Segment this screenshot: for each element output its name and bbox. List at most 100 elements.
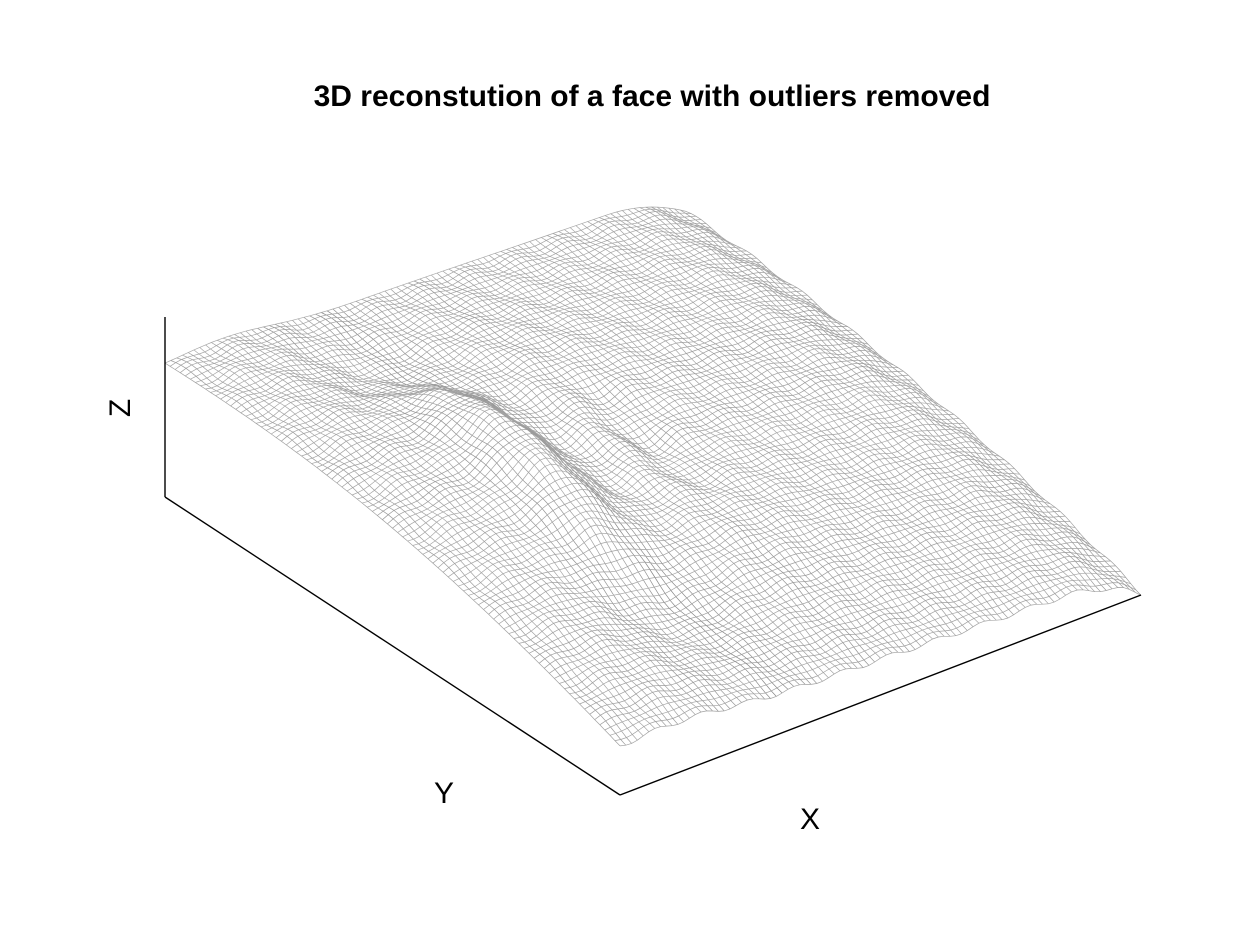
mesh-line-v xyxy=(387,370,909,525)
mesh-line-v xyxy=(250,264,773,421)
mesh-line-v xyxy=(185,218,707,377)
mesh-line-v xyxy=(235,253,757,410)
mesh-line-v xyxy=(341,334,863,488)
mesh-line-v xyxy=(473,446,995,601)
mesh-line-v xyxy=(372,359,894,512)
mesh-line-v xyxy=(230,249,752,407)
mesh-line-v xyxy=(564,531,1086,689)
mesh-line-v xyxy=(164,206,687,364)
mesh-line-v xyxy=(508,478,1030,634)
mesh-line-v xyxy=(483,454,1005,610)
mesh-line-v xyxy=(447,423,970,578)
mesh-line-v xyxy=(331,324,853,480)
x-axis-line xyxy=(619,594,1142,796)
mesh-line-v xyxy=(286,290,808,446)
mesh-line-v xyxy=(210,236,732,393)
mesh-line-v xyxy=(362,350,884,504)
mesh-line-v xyxy=(397,380,919,533)
mesh-line-v xyxy=(402,384,924,538)
mesh-line-v xyxy=(614,582,1137,741)
mesh-line-v xyxy=(195,226,717,383)
mesh-line-v xyxy=(281,286,803,442)
mesh-line-v xyxy=(604,572,1126,731)
mesh-line-v xyxy=(574,541,1096,700)
mesh-line-v xyxy=(179,214,702,373)
mesh-line-v xyxy=(205,232,727,390)
mesh-line-v xyxy=(468,441,990,596)
mesh-line-v xyxy=(174,211,697,370)
mesh-line-v xyxy=(275,282,798,438)
mesh-line-v xyxy=(271,280,793,435)
mesh-line-v xyxy=(220,243,742,400)
mesh-line-v xyxy=(306,305,828,461)
mesh-line-v xyxy=(594,560,1116,720)
mesh-line-u xyxy=(419,278,875,663)
mesh-line-v xyxy=(569,536,1091,695)
mesh-line-v xyxy=(225,245,747,403)
mesh-line-v xyxy=(200,228,722,387)
mesh-line-v xyxy=(417,397,939,551)
mesh-line-v xyxy=(518,487,1041,644)
mesh-line-v xyxy=(458,432,980,587)
mesh-line-v xyxy=(609,578,1132,736)
mesh-line-v xyxy=(599,566,1121,726)
mesh-line-v xyxy=(260,272,783,428)
mesh-line-u xyxy=(425,276,881,659)
mesh-line-u xyxy=(170,360,627,746)
mesh-line-v xyxy=(559,527,1081,684)
mesh-line-u xyxy=(668,207,1124,588)
x-axis-label: X xyxy=(800,803,820,836)
mesh-line-v xyxy=(493,463,1015,620)
mesh-line-u xyxy=(205,344,661,727)
mesh-line-v xyxy=(513,483,1035,639)
mesh-line-v xyxy=(321,319,843,472)
mesh-line-v xyxy=(478,451,1000,606)
mesh-line-v xyxy=(346,339,869,492)
mesh-line-v xyxy=(392,375,914,529)
mesh-line-v xyxy=(498,469,1020,625)
mesh-line-u xyxy=(587,221,1043,605)
mesh-line-v xyxy=(215,240,737,397)
mesh-line-v xyxy=(296,299,818,453)
mesh-line-v xyxy=(442,418,965,573)
mesh-line-v xyxy=(190,223,712,380)
mesh-line-v xyxy=(528,498,1051,654)
mesh-line-v xyxy=(437,413,960,569)
mesh-line-u xyxy=(251,329,708,712)
mesh-line-v xyxy=(351,342,874,496)
mesh-line-v xyxy=(336,329,858,484)
mesh-line-v xyxy=(584,552,1106,710)
mesh-line-u xyxy=(193,349,650,732)
mesh-line-v xyxy=(538,506,1061,664)
mesh-line-v xyxy=(301,302,823,457)
mesh-line-v xyxy=(579,547,1101,705)
mesh-line-v xyxy=(291,295,813,449)
mesh-line-v xyxy=(367,354,889,508)
mesh-line-v xyxy=(412,392,934,546)
mesh-line-u xyxy=(662,207,1119,588)
mesh-line-v xyxy=(316,314,838,468)
mesh-line-v xyxy=(311,310,833,464)
mesh-line-v xyxy=(377,362,899,516)
mesh-line-v xyxy=(245,262,768,417)
mesh-line-v xyxy=(619,587,1142,747)
mesh-line-v xyxy=(463,436,985,592)
mesh-line-v xyxy=(240,258,762,414)
y-axis-label: Y xyxy=(434,777,454,810)
mesh-line-v xyxy=(554,523,1076,679)
mesh-line-v xyxy=(255,268,778,424)
mesh-line-v xyxy=(549,516,1071,674)
mesh-line-v xyxy=(523,493,1046,649)
mesh-line-v xyxy=(407,388,929,542)
mesh-line-v xyxy=(589,555,1111,715)
z-axis-label: Z xyxy=(104,399,137,417)
mesh-line-u xyxy=(413,280,870,666)
mesh-line-v xyxy=(488,458,1010,615)
mesh-line-u xyxy=(263,326,719,712)
mesh-line-v xyxy=(357,346,879,500)
mesh-line-v xyxy=(265,276,788,431)
mesh-line-v xyxy=(543,511,1066,669)
mesh-line-v xyxy=(382,366,904,520)
mesh-line-v xyxy=(326,321,848,476)
